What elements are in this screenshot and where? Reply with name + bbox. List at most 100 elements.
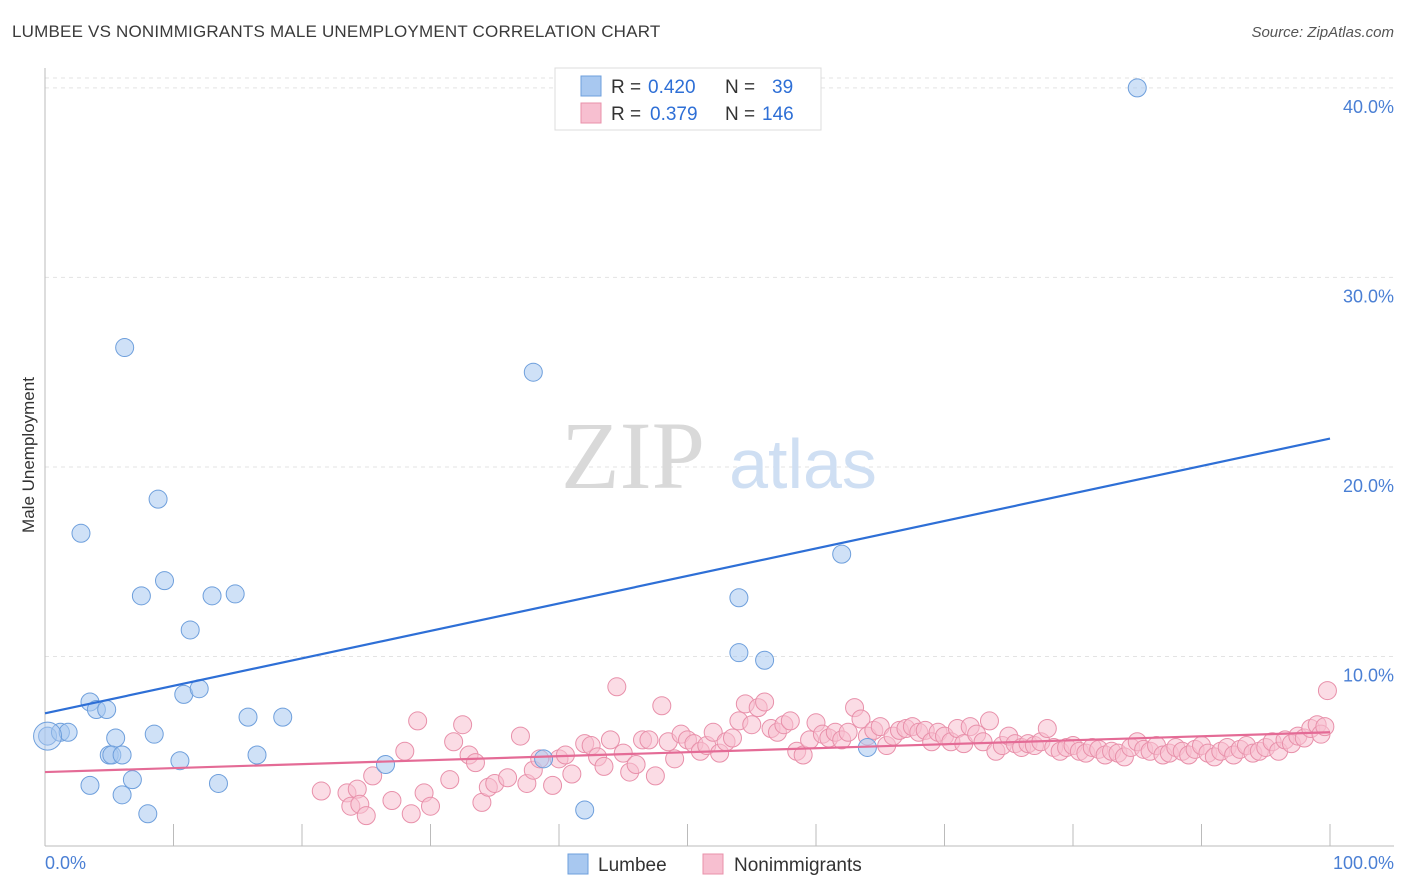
- lumbee-point: [131, 586, 151, 606]
- nonimmigrants-points: [311, 677, 1337, 826]
- nonimmigrants-point: [465, 753, 485, 773]
- nonimmigrants-trend-line: [44, 731, 1331, 774]
- axes: [44, 68, 1394, 847]
- nonimmigrants-point: [870, 717, 890, 737]
- nonimmigrants-point: [742, 715, 762, 735]
- nonimmigrants-point: [626, 755, 646, 775]
- legend-n-value: 39: [772, 77, 793, 98]
- lumbee-point: [115, 338, 135, 358]
- lumbee-point: [729, 643, 749, 663]
- y-tick-label: 40.0%: [1343, 97, 1394, 117]
- nonimmigrants-point: [356, 806, 376, 826]
- legend-n-value: 146: [762, 104, 794, 125]
- nonimmigrants-point: [498, 768, 518, 788]
- nonimmigrants-point: [838, 722, 858, 742]
- lumbee-point: [97, 700, 117, 720]
- lumbee-point: [376, 755, 396, 775]
- lumbee-point: [138, 804, 158, 824]
- x-tick-labels: 0.0% 100.0%: [45, 853, 1394, 873]
- lumbee-point: [112, 785, 132, 805]
- nonimmigrants-point: [652, 696, 672, 716]
- nonimmigrants-point: [382, 791, 402, 811]
- lumbee-point: [170, 751, 190, 771]
- lumbee-point: [58, 722, 78, 742]
- lumbee-point: [155, 571, 175, 591]
- nonimmigrants-point: [543, 775, 563, 795]
- lumbee-point: [273, 707, 293, 727]
- legend-n-label: N =: [725, 104, 755, 125]
- nonimmigrants-point: [408, 711, 428, 731]
- nonimmigrants-point: [444, 732, 464, 752]
- lumbee-point: [225, 584, 245, 604]
- nonimmigrants-point: [851, 709, 871, 729]
- nonimmigrants-point: [594, 756, 614, 776]
- x-tick-label: 0.0%: [45, 853, 86, 873]
- lumbee-point: [1127, 78, 1147, 98]
- chart-title: LUMBEE VS NONIMMIGRANTS MALE UNEMPLOYMEN…: [12, 22, 661, 41]
- legend-n-label: N =: [725, 77, 755, 98]
- y-tick-labels: 10.0% 20.0% 30.0% 40.0%: [1343, 97, 1394, 686]
- nonimmigrants-point: [1315, 717, 1335, 737]
- x-tick-label: 100.0%: [1333, 853, 1394, 873]
- legend-swatch-lumbee: [580, 75, 602, 97]
- nonimmigrants-point: [1317, 681, 1337, 701]
- nonimmigrants-point: [639, 730, 659, 750]
- lumbee-point: [80, 775, 100, 795]
- bottom-legend: Lumbee Nonimmigrants: [567, 853, 862, 876]
- lumbee-points: [33, 78, 1147, 824]
- lumbee-point: [729, 588, 749, 608]
- nonimmigrants-point: [395, 741, 415, 761]
- lumbee-point: [144, 724, 164, 744]
- lumbee-point: [238, 707, 258, 727]
- nonimmigrants-point: [401, 804, 421, 824]
- nonimmigrants-point: [311, 781, 331, 801]
- nonimmigrants-point: [607, 677, 627, 697]
- nonimmigrants-point: [780, 711, 800, 731]
- bottom-legend-swatch-nonimmigrants: [702, 853, 724, 875]
- lumbee-point: [534, 749, 554, 769]
- trend-lines: [44, 437, 1331, 774]
- y-axis-label: Male Unemployment: [19, 377, 38, 533]
- lumbee-point: [33, 721, 63, 751]
- nonimmigrants-point: [979, 711, 999, 731]
- lumbee-point: [122, 770, 142, 790]
- nonimmigrants-point: [453, 715, 473, 735]
- legend-r-label: R =: [611, 104, 641, 125]
- nonimmigrants-point: [665, 749, 685, 769]
- bottom-legend-lumbee: Lumbee: [598, 855, 667, 876]
- lumbee-point: [106, 728, 126, 748]
- nonimmigrants-point: [722, 728, 742, 748]
- lumbee-point: [202, 586, 222, 606]
- nonimmigrants-point: [510, 726, 530, 746]
- legend-box: R = 0.420 N = 39 R = 0.379 N = 146: [554, 67, 822, 131]
- lumbee-point: [208, 773, 228, 793]
- nonimmigrants-point: [755, 692, 775, 712]
- lumbee-point: [148, 489, 168, 509]
- nonimmigrants-point: [440, 770, 460, 790]
- nonimmigrants-point: [1037, 718, 1057, 738]
- lumbee-point: [112, 745, 132, 765]
- lumbee-trend-line: [44, 437, 1331, 715]
- lumbee-point: [247, 745, 267, 765]
- lumbee-point: [523, 362, 543, 382]
- nonimmigrants-point: [645, 766, 665, 786]
- lumbee-point: [755, 650, 775, 670]
- lumbee-point: [575, 800, 595, 820]
- y-tick-label: 20.0%: [1343, 476, 1394, 496]
- watermark-zip: ZIP: [561, 402, 705, 509]
- nonimmigrants-point: [363, 766, 383, 786]
- watermark: ZIP atlas: [561, 402, 877, 509]
- bottom-legend-nonimmigrants: Nonimmigrants: [734, 855, 862, 876]
- nonimmigrants-point: [703, 722, 723, 742]
- y-tick-label: 10.0%: [1343, 665, 1394, 685]
- nonimmigrants-point: [421, 796, 440, 816]
- nonimmigrants-point: [562, 764, 582, 784]
- source-label: Source: ZipAtlas.com: [1251, 24, 1394, 41]
- lumbee-point: [832, 544, 852, 564]
- legend-r-value: 0.379: [650, 104, 698, 125]
- legend-swatch-nonimmigrants: [580, 102, 602, 124]
- legend-r-label: R =: [611, 77, 641, 98]
- lumbee-point: [180, 620, 200, 640]
- watermark-atlas: atlas: [729, 425, 877, 503]
- bottom-legend-swatch-lumbee: [567, 853, 589, 875]
